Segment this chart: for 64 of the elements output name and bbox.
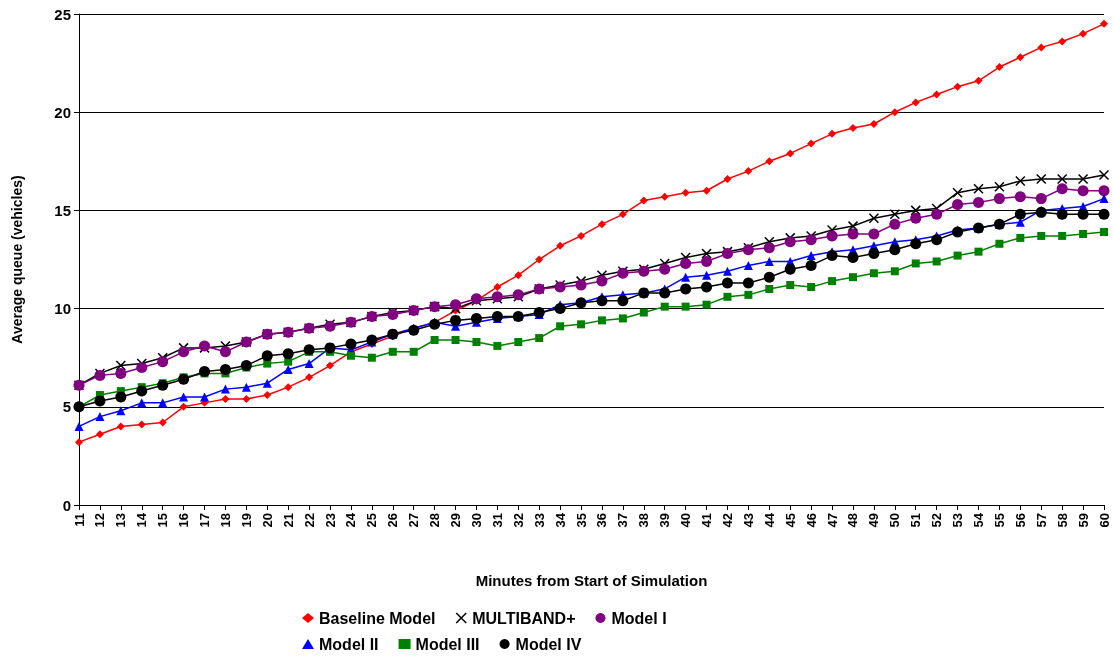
y-tick-label: 10 — [54, 300, 71, 318]
x-tick-label: 48 — [845, 513, 861, 528]
x-axis-title: Minutes from Start of Simulation — [475, 572, 708, 589]
x-tick-label: 53 — [950, 513, 966, 528]
x-tick-label: 57 — [1033, 513, 1049, 528]
x-tick-label: 29 — [448, 513, 464, 528]
x-tick-label: 49 — [866, 513, 882, 528]
x-tick-label: 43 — [740, 513, 756, 528]
x-tick-label: 39 — [657, 513, 673, 528]
x-tick-label: 54 — [970, 512, 986, 528]
x-tick-label: 13 — [113, 513, 129, 528]
x-tick-label: 42 — [719, 513, 735, 528]
x-tick-label: 36 — [594, 513, 610, 528]
x-tick-label: 15 — [155, 513, 171, 528]
x-tick-label: 11 — [71, 513, 87, 527]
x-tick-label: 46 — [803, 513, 819, 528]
y-tick-label: 20 — [54, 103, 71, 121]
x-tick-label: 19 — [238, 513, 254, 528]
x-tick-label: 41 — [699, 513, 715, 528]
legend-label: Model II — [319, 635, 379, 653]
x-tick-label: 45 — [782, 513, 798, 528]
x-tick-label: 33 — [531, 513, 547, 528]
x-tick-label: 26 — [385, 513, 401, 528]
x-tick-label: 30 — [468, 513, 484, 528]
legend-label: Baseline Model — [319, 609, 436, 627]
x-tick-label: 34 — [552, 512, 568, 528]
x-tick-label: 17 — [197, 513, 213, 528]
x-tick-label: 16 — [176, 513, 192, 528]
y-axis-title: Average queue (vehicles) — [9, 175, 25, 344]
x-tick-label: 18 — [217, 513, 233, 528]
x-tick-label: 27 — [406, 513, 422, 528]
x-tick-label: 58 — [1054, 513, 1070, 528]
x-tick-label: 14 — [134, 512, 150, 528]
x-tick-label: 22 — [301, 513, 317, 528]
x-tick-label: 52 — [929, 513, 945, 528]
x-tick-label: 60 — [1096, 513, 1112, 528]
x-tick-label: 35 — [573, 513, 589, 528]
legend-label: Model I — [611, 609, 667, 627]
x-tick-label: 51 — [908, 513, 924, 528]
x-tick-label: 21 — [280, 513, 296, 528]
x-tick-label: 44 — [761, 512, 777, 528]
x-tick-label: 25 — [364, 513, 380, 528]
y-tick-label: 25 — [54, 5, 71, 23]
y-tick-label: 5 — [62, 398, 71, 416]
x-tick-label: 31 — [489, 513, 505, 528]
x-tick-label: 59 — [1075, 513, 1091, 528]
x-tick-label: 47 — [824, 513, 840, 528]
x-tick-label: 12 — [92, 513, 108, 528]
x-tick-label: 24 — [343, 512, 359, 528]
x-tick-label: 23 — [322, 513, 338, 528]
x-tick-label: 20 — [259, 513, 275, 528]
x-tick-label: 40 — [678, 513, 694, 528]
y-tick-label: 15 — [54, 201, 71, 219]
x-tick-label: 37 — [615, 513, 631, 528]
legend-label: Model IV — [515, 635, 582, 653]
x-tick-label: 50 — [887, 513, 903, 528]
y-tick-label: 0 — [62, 496, 71, 514]
x-tick-label: 56 — [1012, 513, 1028, 528]
x-tick-label: 38 — [636, 513, 652, 528]
legend-label: Model III — [415, 635, 480, 653]
x-tick-label: 32 — [510, 513, 526, 528]
legend-label: MULTIBAND+ — [472, 609, 576, 627]
x-tick-label: 28 — [427, 513, 443, 528]
x-tick-label: 55 — [991, 513, 1007, 528]
